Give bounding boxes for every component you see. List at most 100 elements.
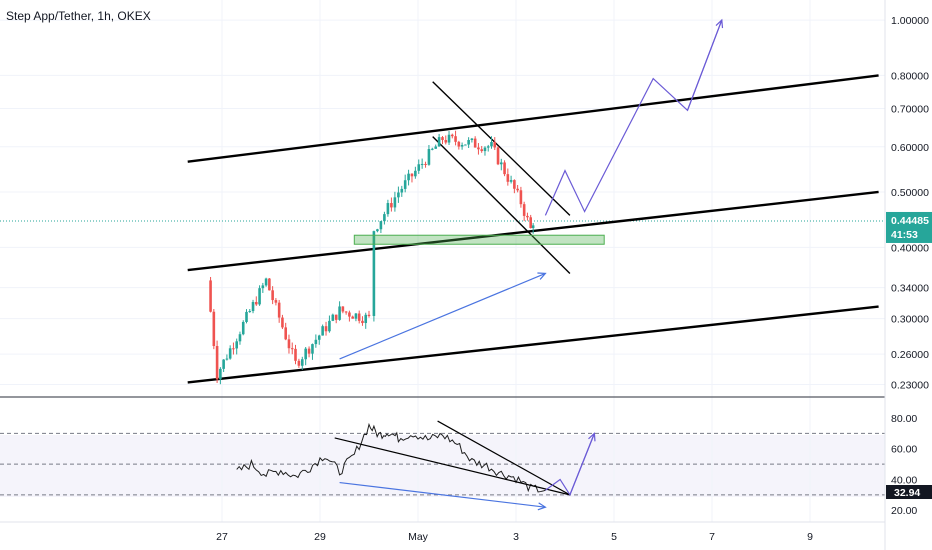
rsi-tick-label: 80.00 xyxy=(891,413,917,425)
candle-body xyxy=(490,142,493,147)
rsi-projection-arrow xyxy=(569,433,595,496)
candle-body xyxy=(361,320,364,324)
candle-body xyxy=(274,300,278,303)
candle-body xyxy=(367,314,371,316)
candle-body xyxy=(324,326,328,332)
candle-body xyxy=(424,163,427,165)
candle-body xyxy=(284,327,287,340)
candle-body xyxy=(493,142,497,148)
candle-body xyxy=(314,339,318,345)
price-tick-label: 0.40000 xyxy=(891,242,929,254)
candle-body xyxy=(529,217,532,229)
candle-body xyxy=(483,147,487,152)
last-price: 0.44485 xyxy=(891,215,929,227)
channel-lower-line xyxy=(187,305,879,384)
candle-body xyxy=(307,348,311,354)
countdown: 41:53 xyxy=(891,229,918,241)
candle-body xyxy=(321,326,324,336)
candle-body xyxy=(219,368,222,380)
candle-body xyxy=(390,203,393,208)
rsi-axis[interactable]: 80.00 60.00 40.00 20.00 xyxy=(891,413,917,517)
candle-body xyxy=(300,359,304,366)
price-tick-label: 0.26000 xyxy=(891,349,929,361)
rsi-projection-arrow-head xyxy=(588,432,596,442)
candle-body xyxy=(354,313,358,319)
chart-title: Step App/Tether, 1h, OKEX xyxy=(6,9,151,23)
rsi-panel xyxy=(236,420,596,511)
candle-body xyxy=(364,314,368,324)
candle-body xyxy=(351,316,354,319)
support-zone xyxy=(353,234,605,245)
candle-body xyxy=(503,162,506,175)
candle-body xyxy=(241,321,245,335)
time-tick-label: 7 xyxy=(709,531,715,543)
candle-body xyxy=(258,288,261,305)
candle-body xyxy=(383,214,386,222)
rsi-line xyxy=(236,422,546,493)
candle-body xyxy=(331,314,335,321)
candle-body xyxy=(519,190,523,205)
trend-arrow-head xyxy=(537,272,547,280)
price-tick-label: 1.00000 xyxy=(891,15,929,27)
candle-body xyxy=(235,341,238,349)
candle-body xyxy=(522,204,526,216)
candle-body xyxy=(209,280,212,312)
candle-body xyxy=(251,302,255,312)
candle-body xyxy=(228,348,232,359)
time-tick-label: May xyxy=(408,531,429,543)
candle-body xyxy=(386,203,390,215)
candle-body xyxy=(344,311,348,313)
candle-body xyxy=(357,313,361,321)
time-tick-label: 29 xyxy=(314,531,326,543)
candle-body xyxy=(410,173,414,177)
candle-body xyxy=(400,188,404,193)
rsi-tick-label: 40.00 xyxy=(891,474,917,486)
trend-arrow xyxy=(339,272,546,360)
candle-body xyxy=(271,290,274,301)
falling-wedge-upper-line xyxy=(432,81,571,216)
grid xyxy=(0,0,885,522)
rsi-value-badge: 32.94 xyxy=(886,485,932,499)
candle-body xyxy=(328,320,331,332)
candle-body xyxy=(261,285,265,289)
candle-body xyxy=(348,312,351,317)
candle-body xyxy=(437,137,441,147)
candle-body xyxy=(212,311,216,347)
falling-wedge-lower-line xyxy=(432,136,571,274)
price-axis[interactable]: 1.00000 0.80000 0.70000 0.60000 0.50000 0.400… xyxy=(891,15,929,391)
candle-body xyxy=(480,149,483,152)
candle-body xyxy=(245,311,248,322)
candle-body xyxy=(281,317,284,328)
candle-body xyxy=(441,137,444,141)
candle-body xyxy=(531,225,535,229)
rsi-upper-line xyxy=(437,420,571,496)
candle-body xyxy=(297,360,301,366)
price-tick-label: 0.80000 xyxy=(891,70,929,82)
candle-body xyxy=(225,358,229,360)
candle-body xyxy=(526,215,529,218)
candle-body xyxy=(496,147,500,165)
candle-body xyxy=(486,146,490,148)
candle-body xyxy=(372,231,376,316)
candle-body xyxy=(417,164,421,171)
candle-body xyxy=(407,173,410,181)
candle-body xyxy=(248,311,252,313)
rsi-tick-label: 60.00 xyxy=(891,444,917,456)
projection-arrow-head xyxy=(715,18,724,29)
candle-body xyxy=(264,278,268,286)
candle-body xyxy=(434,146,438,149)
projection-arrow xyxy=(686,19,723,111)
candle-body xyxy=(393,197,397,208)
time-axis[interactable]: 27 29 May 3 5 7 9 xyxy=(216,531,813,543)
time-tick-label: 3 xyxy=(513,531,519,543)
candle-body xyxy=(304,348,307,360)
candle-body xyxy=(454,136,457,142)
candle-body xyxy=(403,180,407,189)
candle-body xyxy=(431,148,434,150)
candle-body xyxy=(500,162,503,165)
time-tick-label: 5 xyxy=(611,531,617,543)
last-price-badge: 0.44485 41:53 xyxy=(886,211,932,243)
time-tick-label: 9 xyxy=(807,531,813,543)
price-tick-label: 0.50000 xyxy=(891,187,929,199)
